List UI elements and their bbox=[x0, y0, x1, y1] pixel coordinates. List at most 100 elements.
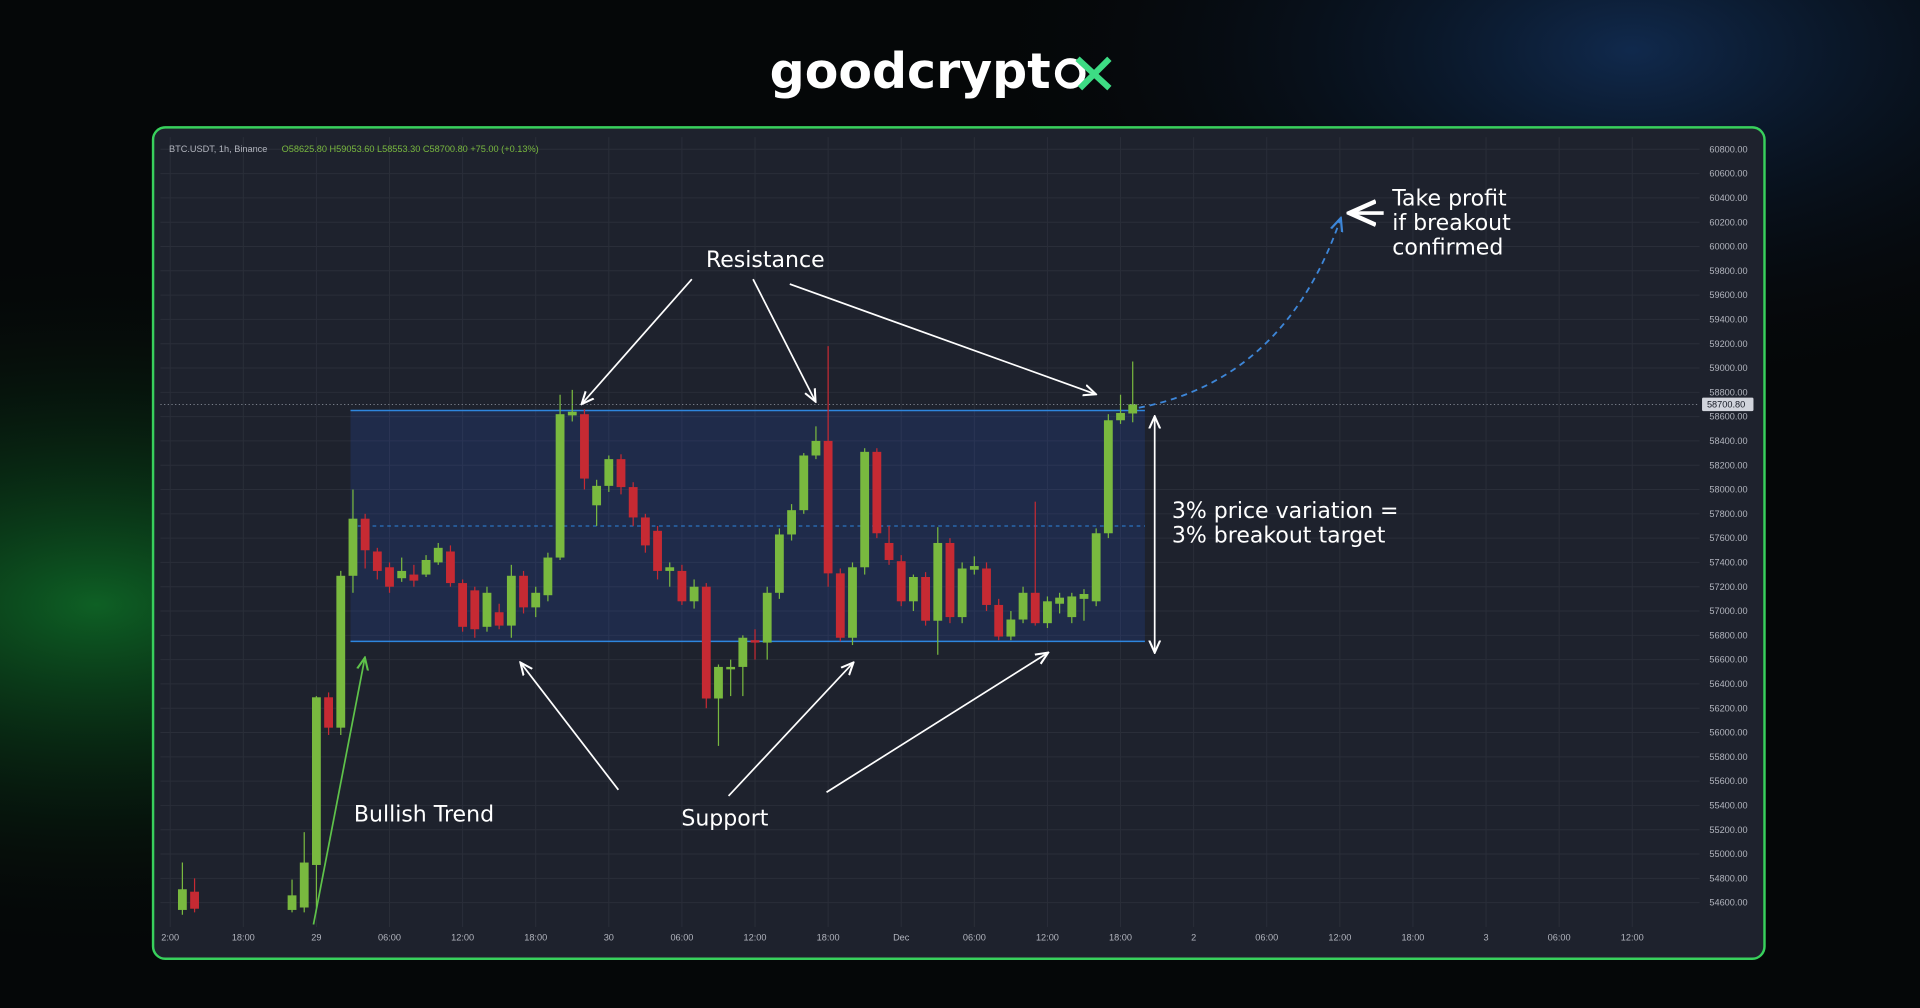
y-tick-label: 58800.00 bbox=[1709, 387, 1747, 397]
y-tick-label: 59400.00 bbox=[1709, 314, 1747, 324]
annotation: confirmed bbox=[1392, 236, 1503, 261]
candle-body bbox=[1018, 592, 1028, 620]
candle-body bbox=[336, 575, 346, 728]
candle-body bbox=[835, 573, 845, 638]
y-tick-label: 58200.00 bbox=[1709, 460, 1747, 470]
annotation: Take profit bbox=[1391, 187, 1507, 212]
y-tick-label: 60800.00 bbox=[1709, 144, 1747, 154]
candle-body bbox=[470, 590, 480, 630]
candle-body bbox=[860, 451, 870, 568]
annotation: Support bbox=[681, 806, 768, 831]
y-tick-label: 58600.00 bbox=[1709, 412, 1747, 422]
grid bbox=[160, 137, 1700, 927]
x-tick-label: 06:00 bbox=[963, 932, 986, 942]
candle-body bbox=[665, 567, 675, 571]
x-tick-label: 18:00 bbox=[817, 932, 840, 942]
candle-body bbox=[506, 575, 516, 626]
candle-body bbox=[811, 440, 821, 456]
candle-body bbox=[896, 561, 906, 602]
candle-body bbox=[774, 534, 784, 593]
y-tick-label: 60000.00 bbox=[1709, 242, 1747, 252]
candle-body bbox=[738, 637, 748, 667]
candle-body bbox=[945, 542, 955, 618]
candle-body bbox=[385, 567, 394, 587]
last-price-label: 58700.80 bbox=[1707, 400, 1745, 410]
y-tick-label: 57200.00 bbox=[1709, 582, 1747, 592]
annotation: Resistance bbox=[706, 248, 825, 273]
x-tick-label: 06:00 bbox=[1548, 932, 1571, 942]
x-tick-label: 12:00 bbox=[1328, 932, 1351, 942]
candle-body bbox=[543, 557, 553, 596]
x-tick-label: 2 bbox=[1191, 932, 1196, 942]
y-tick-label: 56800.00 bbox=[1709, 630, 1747, 640]
annotation: if breakout bbox=[1392, 211, 1511, 236]
candle-body bbox=[1055, 597, 1065, 604]
y-tick-label: 59200.00 bbox=[1709, 339, 1747, 349]
candle-body bbox=[494, 612, 504, 626]
candle-body bbox=[726, 666, 736, 670]
x-tick-label: 18:00 bbox=[1401, 932, 1424, 942]
y-tick-label: 54600.00 bbox=[1709, 898, 1747, 908]
x-tick-label: 30 bbox=[604, 932, 614, 942]
candle-body bbox=[433, 547, 443, 563]
candle-body bbox=[604, 459, 614, 486]
x-tick-label: 29 bbox=[311, 932, 321, 942]
candle-body bbox=[969, 566, 979, 570]
y-tick-label: 55800.00 bbox=[1709, 752, 1747, 762]
y-tick-label: 60200.00 bbox=[1709, 217, 1747, 227]
annotation-arrows bbox=[312, 213, 1384, 925]
logo: goodcrypt bbox=[770, 43, 1051, 100]
y-tick-label: 56600.00 bbox=[1709, 655, 1747, 665]
candle-body bbox=[397, 570, 407, 579]
y-tick-label: 60600.00 bbox=[1709, 169, 1747, 179]
x-tick-label: 18:00 bbox=[1109, 932, 1132, 942]
x-tick-label: 06:00 bbox=[378, 932, 401, 942]
y-tick-label: 57000.00 bbox=[1709, 606, 1747, 616]
annotation: Bullish Trend bbox=[354, 803, 494, 828]
candle-body bbox=[592, 485, 602, 506]
candle-body bbox=[531, 592, 541, 608]
axes: 54600.00 54800.00 55000.00 55200.00 55400.00… bbox=[160, 144, 1754, 942]
last-price-tag bbox=[1702, 397, 1754, 412]
y-tick-label: 59600.00 bbox=[1709, 290, 1747, 300]
y-tick-label: 56200.00 bbox=[1709, 703, 1747, 713]
y-tick-label: 57600.00 bbox=[1709, 533, 1747, 543]
x-tick-label: Dec bbox=[893, 932, 910, 942]
candle-body bbox=[994, 604, 1004, 637]
candle-body bbox=[1116, 412, 1125, 421]
y-tick-label: 56000.00 bbox=[1709, 728, 1747, 738]
candle-body bbox=[677, 570, 687, 602]
y-tick-label: 59000.00 bbox=[1709, 363, 1747, 373]
x-tick-label: 12:00 bbox=[451, 932, 474, 942]
candle-body bbox=[872, 451, 882, 534]
y-tick-label: 57800.00 bbox=[1709, 509, 1747, 519]
candle-body bbox=[689, 586, 699, 602]
candle-body bbox=[957, 568, 967, 618]
candle-body bbox=[555, 414, 565, 558]
candle-body bbox=[921, 576, 930, 621]
y-tick-label: 58000.00 bbox=[1709, 485, 1747, 495]
y-tick-label: 60400.00 bbox=[1709, 193, 1747, 203]
candle-body bbox=[1091, 533, 1101, 602]
x-tick-label: 12:00 bbox=[1036, 932, 1059, 942]
chart-frame bbox=[151, 126, 1766, 960]
x-tick-label: 18:00 bbox=[232, 932, 255, 942]
candle-body bbox=[567, 411, 577, 416]
candle-body bbox=[1030, 592, 1040, 624]
x-tick-label: 06:00 bbox=[670, 932, 693, 942]
y-tick-label: 55000.00 bbox=[1709, 849, 1747, 859]
candle-body bbox=[933, 542, 943, 621]
candle-body bbox=[482, 592, 492, 627]
candle-body bbox=[714, 666, 723, 699]
candle-body bbox=[299, 862, 309, 908]
candle-body bbox=[372, 551, 382, 571]
annotation: 3% price variation = bbox=[1172, 499, 1399, 524]
candle-body bbox=[446, 551, 455, 584]
candle-body bbox=[701, 586, 711, 699]
candle-body bbox=[1043, 601, 1052, 624]
candle-body bbox=[909, 576, 918, 602]
x-tick-label: 3 bbox=[1483, 932, 1488, 942]
logo-mark bbox=[1054, 56, 1112, 91]
ohlc-label: O58625.80 H59053.60 L58553.30 C58700.80 … bbox=[282, 144, 539, 154]
